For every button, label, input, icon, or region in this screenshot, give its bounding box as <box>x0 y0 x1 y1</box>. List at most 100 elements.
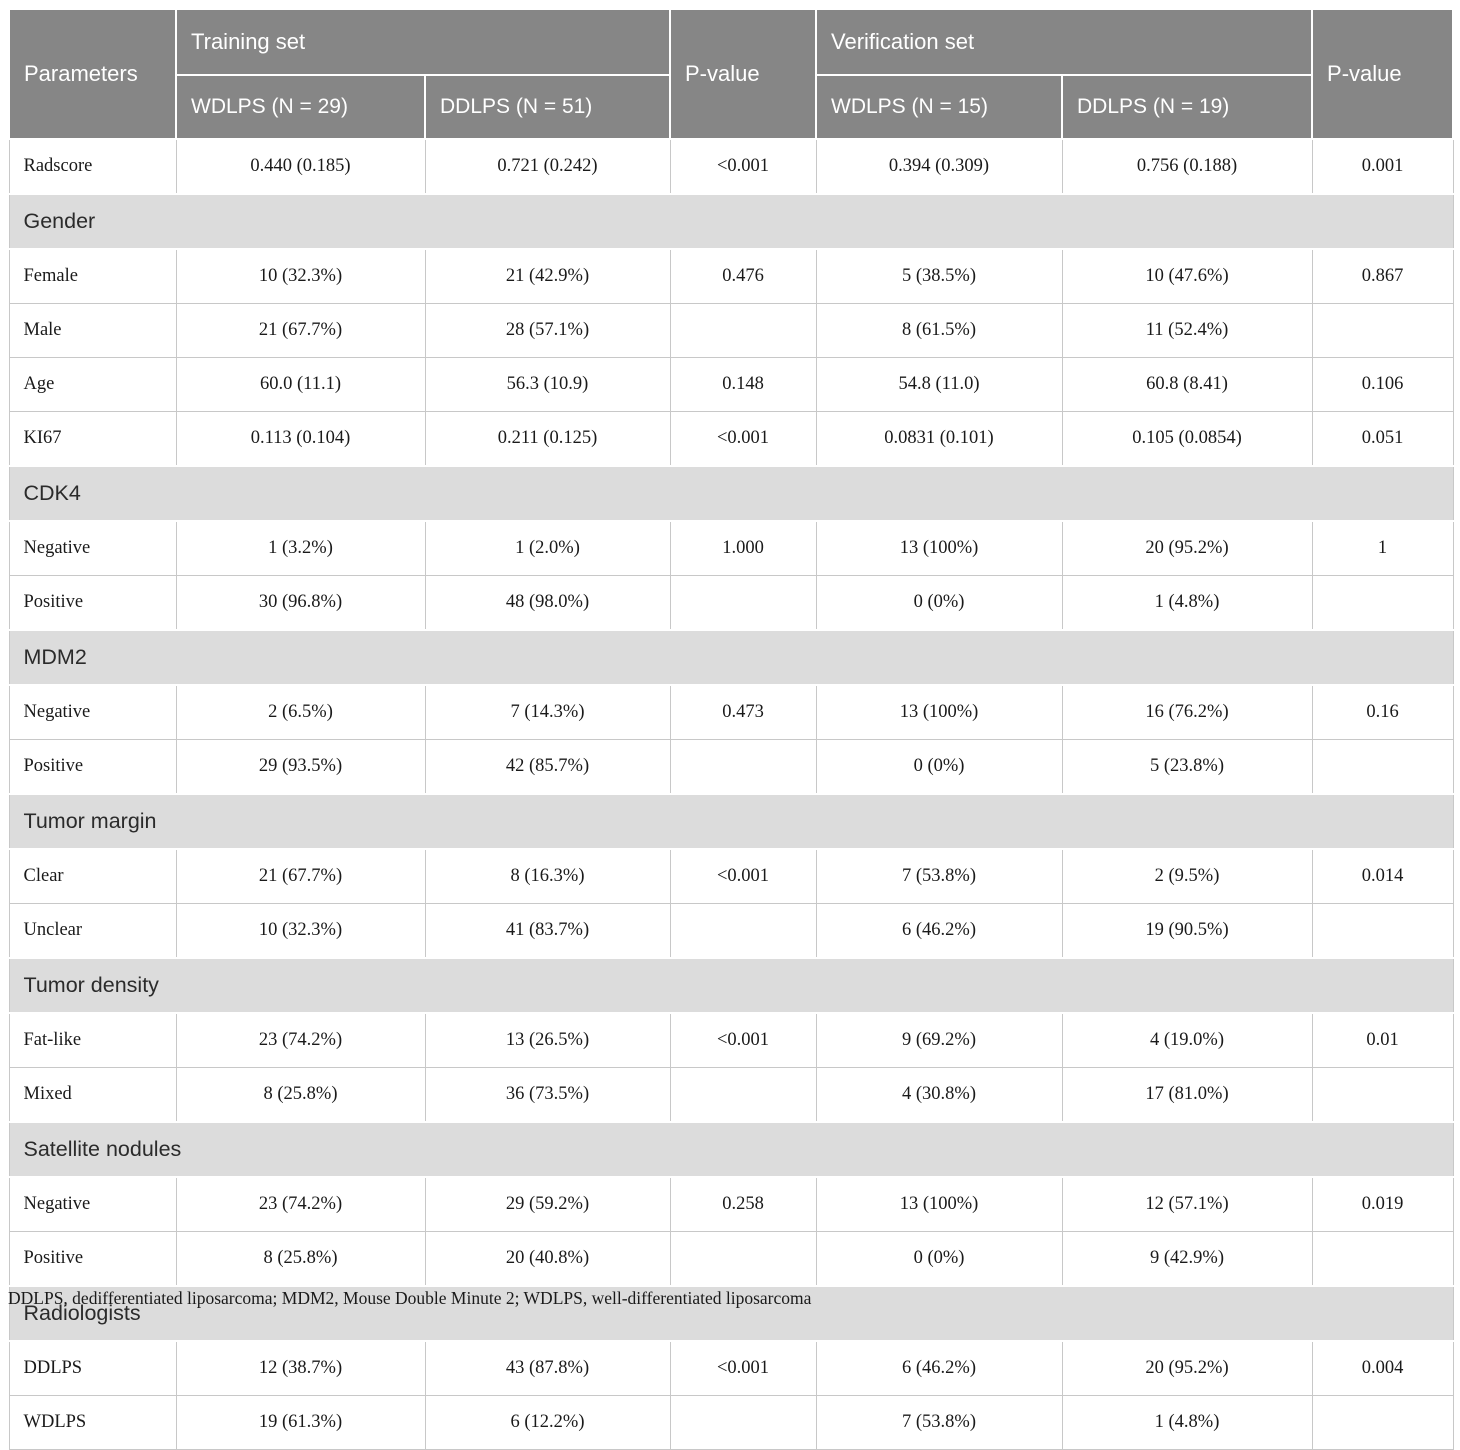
table-row: Male 21 (67.7%) 28 (57.1%) 8 (61.5%) 11 (52.… <box>8 303 1454 358</box>
table-row: Negative 2 (6.5%) 7 (14.3%) 0.473 13 (100%) 1… <box>8 684 1454 740</box>
p-value-cell: 0.16 <box>1311 684 1454 740</box>
value-cell: 41 (83.7%) <box>424 903 671 959</box>
p-value-cell: <0.001 <box>669 138 817 195</box>
value-cell: 5 (23.8%) <box>1061 739 1313 795</box>
header-row-groups: Parameters Training set P-value Verifica… <box>8 8 1455 140</box>
value-cell: 36 (73.5%) <box>424 1067 671 1123</box>
header-row-subgroups: WDLPS (N = 29) DDLPS (N = 51) WDLPS (N =… <box>9 74 1453 140</box>
value-cell: 1 (3.2%) <box>175 520 426 576</box>
section-row: Tumor margin <box>8 793 1454 850</box>
value-cell: 11 (52.4%) <box>1061 303 1313 358</box>
value-cell: 21 (42.9%) <box>424 248 671 304</box>
value-cell: 42 (85.7%) <box>424 739 671 795</box>
value-cell: 0.105 (0.0854) <box>1061 411 1313 467</box>
value-cell: 30 (96.8%) <box>175 575 426 631</box>
header-verification-set: Verification set <box>814 8 1314 76</box>
table-row: WDLPS 19 (61.3%) 6 (12.2%) 7 (53.8%) 1 (4.8%… <box>8 1395 1454 1450</box>
row-label: Fat-like <box>8 1012 177 1068</box>
value-cell: 13 (26.5%) <box>424 1012 671 1068</box>
value-cell: 7 (53.8%) <box>815 848 1063 904</box>
header-verification-ddlps: DDLPS (N = 19) <box>1060 74 1314 140</box>
value-cell: 2 (6.5%) <box>175 684 426 740</box>
p-value-cell: 0.867 <box>1311 248 1454 304</box>
value-cell: 4 (19.0%) <box>1061 1012 1313 1068</box>
p-value-cell: 0.019 <box>1311 1176 1454 1232</box>
p-value-cell: <0.001 <box>669 1012 817 1068</box>
value-cell: 43 (87.8%) <box>424 1340 671 1396</box>
table-row: Negative 23 (74.2%) 29 (59.2%) 0.258 13 (100… <box>8 1176 1454 1232</box>
value-cell: 21 (67.7%) <box>175 848 426 904</box>
table-row: Clear 21 (67.7%) 8 (16.3%) <0.001 7 (53.8%) 2… <box>8 848 1454 904</box>
section-row: Gender <box>8 193 1454 250</box>
row-label: Positive <box>8 1231 177 1287</box>
value-cell: 9 (69.2%) <box>815 1012 1063 1068</box>
table-header: Parameters Training set P-value Verifica… <box>8 8 1455 140</box>
table-footnote: DDLPS, dedifferentiated liposarcoma; MDM… <box>8 1288 812 1308</box>
table-row: Unclear 10 (32.3%) 41 (83.7%) 6 (46.2%) 19 (… <box>8 903 1454 959</box>
row-label: Clear <box>8 848 177 904</box>
value-cell: 8 (25.8%) <box>175 1067 426 1123</box>
p-value-cell: 0.258 <box>669 1176 817 1232</box>
row-label: Negative <box>8 520 177 576</box>
value-cell: 0.440 (0.185) <box>175 138 426 195</box>
table-row: Positive 30 (96.8%) 48 (98.0%) 0 (0%) 1 (4.8… <box>8 575 1454 631</box>
value-cell: 7 (14.3%) <box>424 684 671 740</box>
section-row: Satellite nodules <box>8 1121 1454 1178</box>
table-row: Radscore 0.440 (0.185) 0.721 (0.242) <0.001… <box>8 138 1454 195</box>
row-label: WDLPS <box>8 1395 177 1450</box>
table-body: Radscore 0.440 (0.185) 0.721 (0.242) <0.001… <box>8 138 1454 1450</box>
row-label: Negative <box>8 684 177 740</box>
p-value-cell <box>1311 739 1454 795</box>
value-cell: 12 (38.7%) <box>175 1340 426 1396</box>
row-label: Female <box>8 248 177 304</box>
row-label: Age <box>8 357 177 412</box>
section-label: Tumor margin <box>8 793 1454 850</box>
table-row: Female 10 (32.3%) 21 (42.9%) 0.476 5 (38.5%)… <box>8 248 1454 304</box>
p-value-cell: <0.001 <box>669 411 817 467</box>
section-row: CDK4 <box>8 465 1454 522</box>
value-cell: 23 (74.2%) <box>175 1176 426 1232</box>
p-value-cell <box>669 903 817 959</box>
value-cell: 10 (32.3%) <box>175 903 426 959</box>
p-value-cell: 0.476 <box>669 248 817 304</box>
p-value-cell: 0.01 <box>1311 1012 1454 1068</box>
value-cell: 5 (38.5%) <box>815 248 1063 304</box>
value-cell: 2 (9.5%) <box>1061 848 1313 904</box>
p-value-cell: 0.014 <box>1311 848 1454 904</box>
patient-characteristics-table: Parameters Training set P-value Verifica… <box>8 8 1455 1450</box>
value-cell: 54.8 (11.0) <box>815 357 1063 412</box>
p-value-cell <box>669 1231 817 1287</box>
value-cell: 23 (74.2%) <box>175 1012 426 1068</box>
p-value-cell <box>669 739 817 795</box>
section-row: MDM2 <box>8 629 1454 686</box>
value-cell: 0.756 (0.188) <box>1061 138 1313 195</box>
row-label: Positive <box>8 739 177 795</box>
section-row: Tumor density <box>8 957 1454 1014</box>
value-cell: 1 (2.0%) <box>424 520 671 576</box>
value-cell: 1 (4.8%) <box>1061 575 1313 631</box>
value-cell: 17 (81.0%) <box>1061 1067 1313 1123</box>
value-cell: 0.211 (0.125) <box>424 411 671 467</box>
p-value-cell: <0.001 <box>669 848 817 904</box>
p-value-cell: 0.001 <box>1311 138 1454 195</box>
table-row: Negative 1 (3.2%) 1 (2.0%) 1.000 13 (100%) 20… <box>8 520 1454 576</box>
value-cell: 20 (95.2%) <box>1061 520 1313 576</box>
p-value-cell: <0.001 <box>669 1340 817 1396</box>
row-label: Positive <box>8 575 177 631</box>
header-training-wdlps: WDLPS (N = 29) <box>175 74 426 140</box>
value-cell: 0.721 (0.242) <box>424 138 671 195</box>
table-row: Positive 29 (93.5%) 42 (85.7%) 0 (0%) 5 (23.… <box>8 739 1454 795</box>
p-value-cell: 0.148 <box>669 357 817 412</box>
value-cell: 0.394 (0.309) <box>815 138 1063 195</box>
header-verification-wdlps: WDLPS (N = 15) <box>815 74 1063 140</box>
row-label: Male <box>8 303 177 358</box>
section-label: Satellite nodules <box>8 1121 1454 1178</box>
header-training-ddlps: DDLPS (N = 51) <box>424 74 671 140</box>
header-parameters: Parameters <box>8 8 177 140</box>
value-cell: 19 (90.5%) <box>1061 903 1313 959</box>
p-value-cell <box>669 303 817 358</box>
table-row: Fat-like 23 (74.2%) 13 (26.5%) <0.001 9 (69.… <box>8 1012 1454 1068</box>
value-cell: 28 (57.1%) <box>424 303 671 358</box>
p-value-cell: 1.000 <box>669 520 817 576</box>
table-row: Age 60.0 (11.1) 56.3 (10.9) 0.148 54.8 (11.0… <box>8 357 1454 412</box>
